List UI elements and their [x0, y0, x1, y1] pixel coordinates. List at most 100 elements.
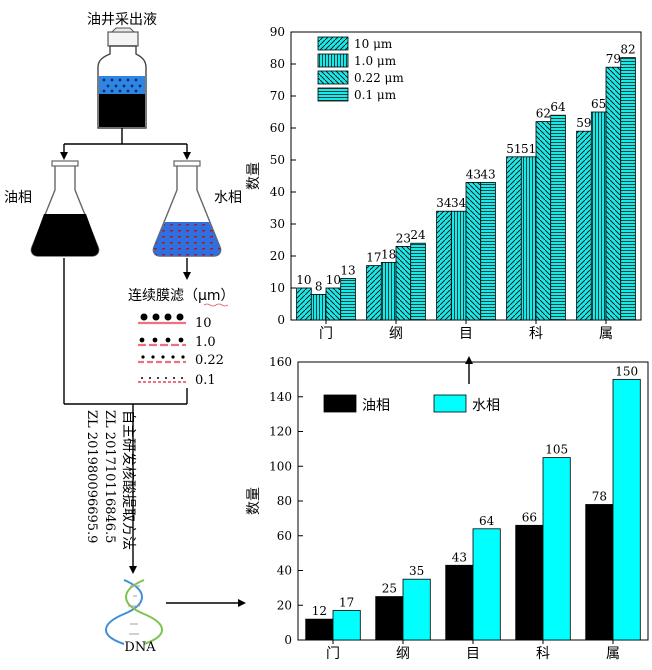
phase-comparison-chart: 0 20 40 60 80 100 120 140 160 数量门 12 17 纲 25 35 目 43 64 科 6…	[246, 355, 649, 662]
bar-value-label: 24	[410, 228, 426, 242]
bar-value-label: 35	[409, 564, 424, 578]
pore-size-0.22: 0.22	[195, 353, 224, 368]
bar-2-0	[445, 564, 474, 641]
legend-swatch	[317, 70, 349, 85]
bar-1-1	[402, 578, 431, 641]
bar-2-3	[480, 181, 496, 321]
bar-3-3	[550, 114, 566, 321]
bar-2-1	[472, 528, 501, 641]
legend-label: 0.22 μm	[354, 71, 404, 85]
bar-value-label: 64	[479, 514, 495, 528]
bar-value-label: 23	[396, 231, 411, 245]
legend-swatch	[317, 87, 349, 102]
bar-3-2	[535, 121, 552, 321]
legend-label: 0.1 μm	[354, 88, 397, 102]
bar-value-label: 13	[340, 263, 355, 277]
bar-value-label: 17	[339, 595, 354, 609]
bar-0-1	[332, 610, 361, 641]
x-tick-label: 属	[599, 326, 613, 342]
y-tick-label: 20	[270, 249, 285, 263]
y-tick-label: 60	[270, 121, 285, 135]
bar-value-label: 59	[576, 116, 591, 130]
bar-0-1	[310, 293, 327, 321]
x-tick-label: 纲	[396, 646, 410, 662]
source-label: 油井采出液	[87, 12, 157, 28]
bar-1-1	[380, 261, 397, 321]
pore-size-10: 10	[195, 316, 212, 331]
bar-value-label: 79	[606, 52, 621, 66]
y-tick-label: 120	[269, 425, 292, 439]
x-tick-label: 科	[529, 326, 543, 342]
method-line-2: ZL 201710116846.5	[102, 410, 117, 543]
split-connector	[60, 128, 191, 160]
x-tick-label: 目	[459, 326, 473, 342]
y-tick-label: 0	[277, 313, 285, 327]
bar-2-0	[436, 210, 452, 321]
y-tick-label: 0	[284, 633, 292, 647]
sample-bottle-icon	[97, 27, 147, 129]
oil-flask-icon	[30, 160, 100, 257]
bar-0-2	[325, 287, 342, 321]
y-tick-label: 50	[270, 153, 285, 167]
x-tick-label: 科	[536, 646, 550, 662]
legend-label: 水相	[472, 398, 500, 414]
bar-1-2	[395, 245, 412, 321]
bar-value-label: 78	[592, 489, 607, 503]
legend-label: 1.0 μm	[354, 54, 397, 68]
bar-0-0	[305, 618, 334, 641]
method-line-1: 自主研发核酸提取方法	[120, 410, 136, 550]
y-tick-label: 140	[269, 390, 292, 404]
y-tick-label: 100	[269, 459, 292, 473]
x-tick-label: 门	[319, 326, 333, 342]
bar-value-label: 12	[312, 604, 327, 618]
filtration-underline	[203, 303, 229, 307]
bar-4-2	[605, 66, 622, 321]
bar-3-0	[515, 524, 544, 641]
bar-value-label: 105	[545, 443, 568, 457]
legend-swatch	[433, 394, 467, 413]
x-tick-label: 纲	[389, 326, 403, 342]
y-axis-label: 数量	[246, 487, 262, 515]
bar-value-label: 8	[315, 279, 323, 293]
y-tick-label: 90	[270, 25, 285, 39]
y-tick-label: 80	[277, 494, 292, 508]
y-tick-label: 60	[277, 529, 292, 543]
membrane-filters	[138, 313, 186, 383]
water-phase-label: 水相	[214, 190, 242, 206]
bar-4-0	[585, 504, 614, 641]
filtration-label: 连续膜滤（μm）	[128, 287, 235, 304]
bar-value-label: 51	[521, 142, 536, 156]
y-axis-label: 数量	[246, 162, 262, 190]
y-tick-label: 20	[277, 598, 292, 612]
bottle-bubbles	[102, 78, 142, 93]
x-tick-label: 门	[326, 646, 340, 662]
oil-phase-label: 油相	[4, 190, 32, 206]
y-tick-label: 160	[269, 355, 292, 369]
bar-4-3	[620, 57, 636, 321]
pore-size-0.1: 0.1	[195, 373, 216, 388]
bar-1-3	[410, 242, 426, 321]
bar-value-label: 150	[615, 364, 638, 378]
x-tick-label: 目	[466, 646, 480, 662]
extraction-method-text: 自主研发核酸提取方法 ZL 201710116846.5 ZL 20198009…	[84, 410, 136, 550]
x-tick-label: 属	[606, 646, 620, 662]
water-flask-icon	[152, 160, 222, 257]
bar-2-2	[465, 181, 482, 321]
y-tick-label: 80	[270, 57, 285, 71]
y-tick-label: 40	[270, 185, 285, 199]
legend-label: 油相	[362, 398, 390, 414]
merge-connector	[63, 258, 188, 574]
bar-3-1	[542, 457, 571, 641]
bar-value-label: 43	[452, 550, 467, 564]
y-tick-label: 70	[270, 89, 285, 103]
bar-4-1	[590, 111, 607, 321]
bar-value-label: 34	[436, 196, 452, 210]
dna-label: DNA	[124, 640, 156, 655]
pore-size-1.0: 1.0	[195, 335, 216, 350]
legend-swatch	[323, 394, 357, 413]
legend-swatch	[317, 36, 349, 51]
legend-label: 10 μm	[354, 37, 393, 51]
bar-4-1	[612, 378, 641, 641]
bar-2-1	[450, 210, 467, 321]
